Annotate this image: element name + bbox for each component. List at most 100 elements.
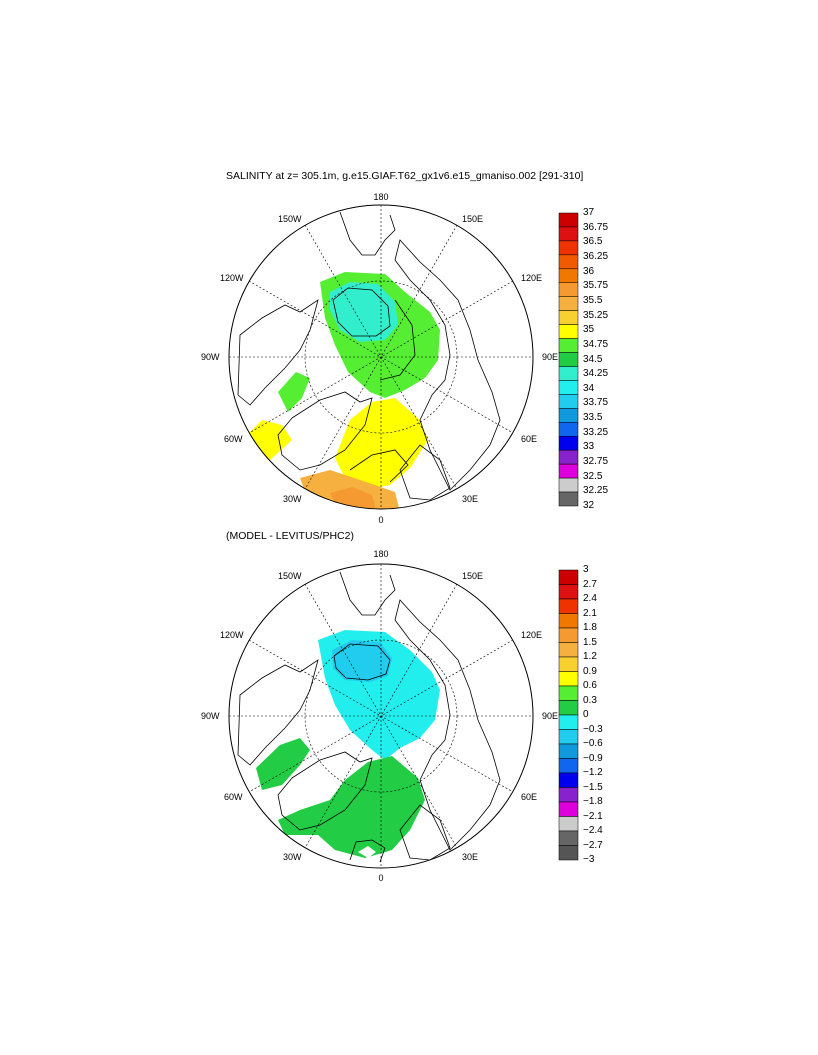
bottom-lon-label-120e: 120E [521, 630, 542, 640]
bottom-graticule [229, 564, 533, 868]
bottom-lon-label-90w: 90W [201, 711, 220, 721]
top-alaska-outline [339, 211, 396, 256]
top-scandinavia-outline [399, 444, 451, 501]
bottom-colorbar-swatch [558, 671, 579, 687]
top-colorbar-swatch [558, 268, 579, 284]
top-lon-label-90w: 90W [201, 352, 220, 362]
bottom-colorbar-label: −2.7 [583, 839, 603, 851]
bottom-colorbar-swatch [558, 787, 579, 803]
top-colorbar-swatch [558, 254, 579, 270]
bottom-colorbar-swatch [558, 801, 579, 817]
top-colorbar-swatch [558, 212, 579, 228]
top-colorbar-swatch [558, 352, 579, 367]
bottom-map-title: (MODEL - LEVITUS/PHC2) [226, 530, 354, 542]
bottom-colorbar-label: 3 [583, 564, 589, 575]
bottom-colorbar-swatch [558, 569, 579, 585]
bottom-lon-label-60w: 60W [224, 792, 243, 802]
top-siberia-outline [394, 239, 501, 491]
top-colorbar-label: 36 [583, 265, 595, 277]
top-colorbar-swatch [558, 380, 579, 395]
bottom-colorbar-label: −2.4 [583, 825, 603, 836]
bottom-colorbar-swatch [558, 685, 579, 701]
bottom-colorbar-label: −2.1 [583, 810, 603, 822]
bottom-colorbar-swatch [558, 758, 579, 774]
bottom-lon-label-180: 180 [373, 549, 388, 559]
bottom-colorbar-label: −1.5 [583, 781, 603, 793]
top-colorbar-label: 33.5 [583, 412, 603, 424]
top-colorbar-label: 32.25 [583, 485, 609, 497]
top-lon-label-30w: 30W [283, 494, 302, 504]
bottom-colorbar-swatch [558, 729, 579, 745]
top-lon-label-0: 0 [378, 515, 383, 525]
bottom-colorbar-label: 0 [583, 709, 589, 720]
bottom-colorbar-label: 2.7 [583, 578, 597, 590]
top-colorbar-label: 36.25 [583, 250, 609, 262]
bottom-colorbar-label: 0.6 [583, 680, 597, 691]
bottom-colorbar-label: 2.1 [583, 607, 597, 619]
bottom-lon-label-0: 0 [378, 873, 383, 883]
top-colorbar-label: 36.75 [583, 221, 609, 233]
bottom-greenland-outline [277, 751, 373, 831]
top-lon-label-30e: 30E [462, 494, 478, 504]
bottom-colorbar-swatch [558, 656, 579, 672]
bottom-colorbar-label: 0.3 [583, 694, 597, 706]
top-colorbar-swatch [558, 477, 579, 493]
bottom-lon-label-150w: 150W [278, 571, 302, 581]
top-colorbar-label: 32 [583, 500, 595, 511]
bottom-lon-label-90e: 90E [542, 711, 558, 721]
top-colorbar-label: 37 [583, 207, 595, 218]
bottom-lon-label-60e: 60E [521, 792, 537, 802]
top-greenland-outline [277, 391, 373, 471]
top-colorbar-label: 35 [583, 324, 595, 336]
top-colorbar-label: 34.5 [583, 353, 603, 365]
bottom-colorbar-label: −0.3 [583, 723, 603, 735]
top-lon-label-60w: 60W [224, 434, 243, 444]
bottom-colorbar-swatch [558, 627, 579, 643]
top-colorbar-label: 35.5 [583, 294, 603, 306]
top-graticule [229, 205, 533, 509]
bottom-colorbar-label: −0.6 [583, 738, 603, 749]
top-colorbar-label: 33.25 [583, 426, 609, 438]
bottom-colorbar-swatch [558, 816, 579, 832]
bottom-colorbar-label: −3 [583, 854, 595, 865]
top-colorbar-swatch [558, 422, 579, 437]
bottom-colorbar-label: 2.4 [583, 593, 597, 604]
bottom-colorbar-swatch [558, 700, 579, 716]
bottom-colorbar-swatch [558, 613, 579, 629]
top-colorbar-label: 35.25 [583, 309, 609, 321]
top-colorbar-swatch [558, 240, 579, 256]
top-contour-gyre [332, 287, 391, 337]
top-lon-label-150w: 150W [278, 214, 302, 224]
top-lon-label-60e: 60E [521, 434, 537, 444]
top-lon-label-120e: 120E [521, 273, 542, 283]
bottom-colorbar-swatch [558, 830, 579, 846]
bottom-siberia-outline [394, 599, 501, 851]
bottom-lon-label-30e: 30E [462, 852, 478, 862]
bottom-atlantic-field [278, 756, 425, 858]
bottom-colorbar-swatch [558, 584, 579, 600]
top-lon-label-90e: 90E [542, 352, 558, 362]
top-colorbar-swatch [558, 435, 579, 451]
bottom-colorbar-swatch [558, 598, 579, 614]
bottom-lon-label-150e: 150E [462, 571, 483, 581]
top-colorbar-swatch [558, 408, 579, 423]
bottom-colorbar-swatch [558, 845, 579, 861]
bottom-colorbar [558, 569, 579, 861]
top-colorbar-label: 36.5 [583, 236, 603, 248]
bottom-contour-atlantic [349, 839, 386, 863]
top-lon-label-180: 180 [373, 192, 388, 202]
top-colorbar [558, 212, 579, 507]
top-colorbar-label: 32.5 [583, 470, 603, 482]
bottom-colorbar-swatch [558, 714, 579, 730]
bottom-colorbar-swatch [558, 642, 579, 658]
top-lon-label-120w: 120W [220, 273, 244, 283]
bottom-map-frame [228, 563, 534, 869]
bottom-colorbar-label: 1.8 [583, 622, 597, 633]
top-polar-map: 180 150W 150E 120W 120E 90W 90E 60W 60E … [201, 192, 558, 525]
top-colorbar-swatch [558, 463, 579, 479]
top-colorbar-swatch [558, 296, 579, 311]
top-lon-label-150e: 150E [462, 214, 483, 224]
top-colorbar-label: 33 [583, 441, 595, 453]
top-colorbar-swatch [558, 449, 579, 465]
